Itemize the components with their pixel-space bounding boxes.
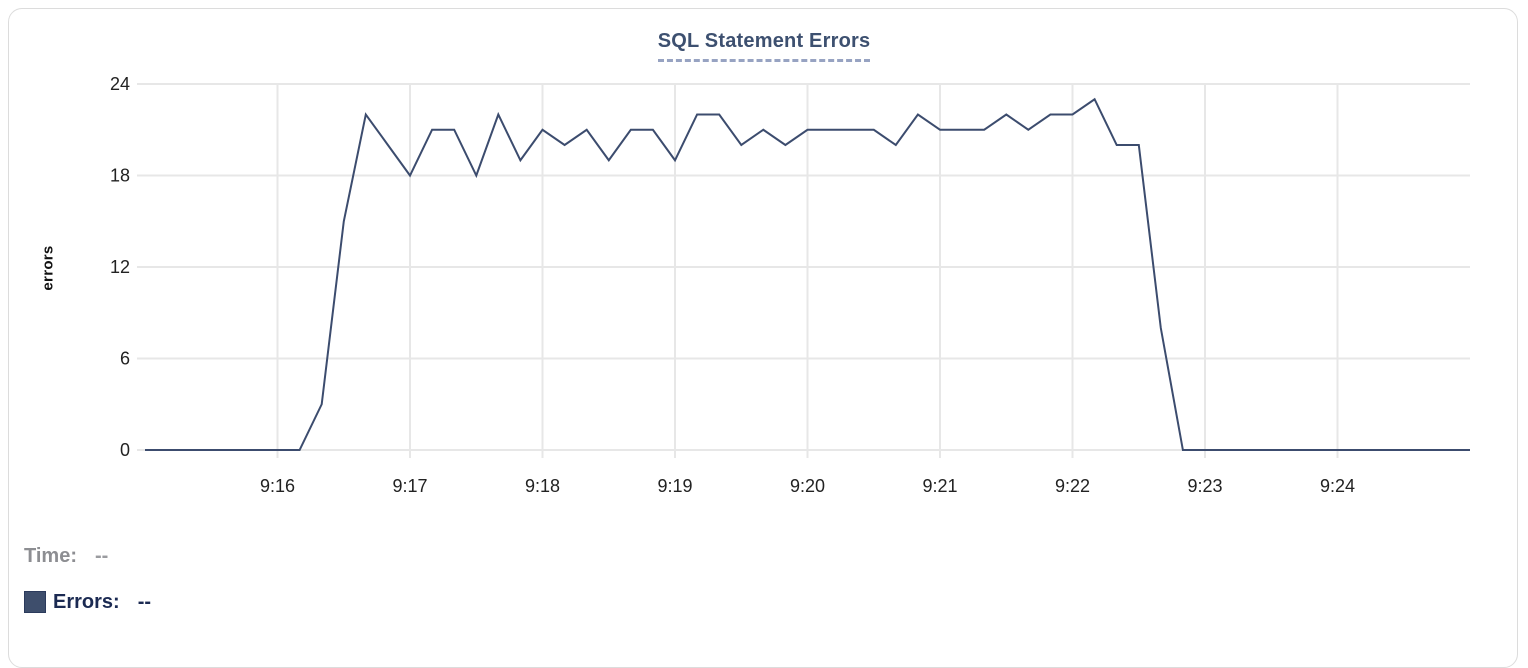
tooltip-time-value: -- (94, 544, 109, 567)
x-tick-label: 9:21 (922, 476, 957, 496)
x-tick-label: 9:20 (790, 476, 825, 496)
x-tick-label: 9:19 (657, 476, 692, 496)
y-tick-label: 24 (110, 74, 130, 94)
errors-series-line[interactable] (145, 97, 1470, 451)
chart-title[interactable]: SQL Statement Errors (657, 30, 871, 62)
tooltip-time-row: Time: -- (24, 543, 151, 569)
y-tick-label: 18 (110, 166, 130, 186)
x-tick-label: 9:18 (525, 476, 560, 496)
x-tick-label: 9:16 (260, 476, 295, 496)
x-tick-label: 9:24 (1320, 476, 1355, 496)
y-axis-title: errors (39, 245, 57, 291)
chart-card (8, 8, 1518, 668)
x-tick-label: 9:17 (392, 476, 427, 496)
tooltip-time-label: Time: (24, 544, 77, 567)
y-tick-label: 12 (110, 257, 130, 277)
y-tick-label: 0 (120, 440, 130, 460)
y-tick-label: 6 (120, 349, 130, 369)
errors-line-chart[interactable]: 0 6 12 18 24 9:16 9:17 9:18 9:19 9:20 9:21 9:22 9:23… (0, 0, 1528, 652)
chart-title-wrap: SQL Statement Errors (0, 30, 1528, 62)
chart-hover-readout: Time: -- Errors: -- (24, 543, 151, 615)
tooltip-errors-row: Errors: -- (24, 589, 151, 615)
errors-series-swatch (24, 591, 46, 613)
tooltip-errors-label: Errors: (53, 590, 120, 613)
tooltip-errors-value: -- (137, 590, 152, 613)
x-tick-label: 9:22 (1055, 476, 1090, 496)
x-tick-label: 9:23 (1187, 476, 1222, 496)
